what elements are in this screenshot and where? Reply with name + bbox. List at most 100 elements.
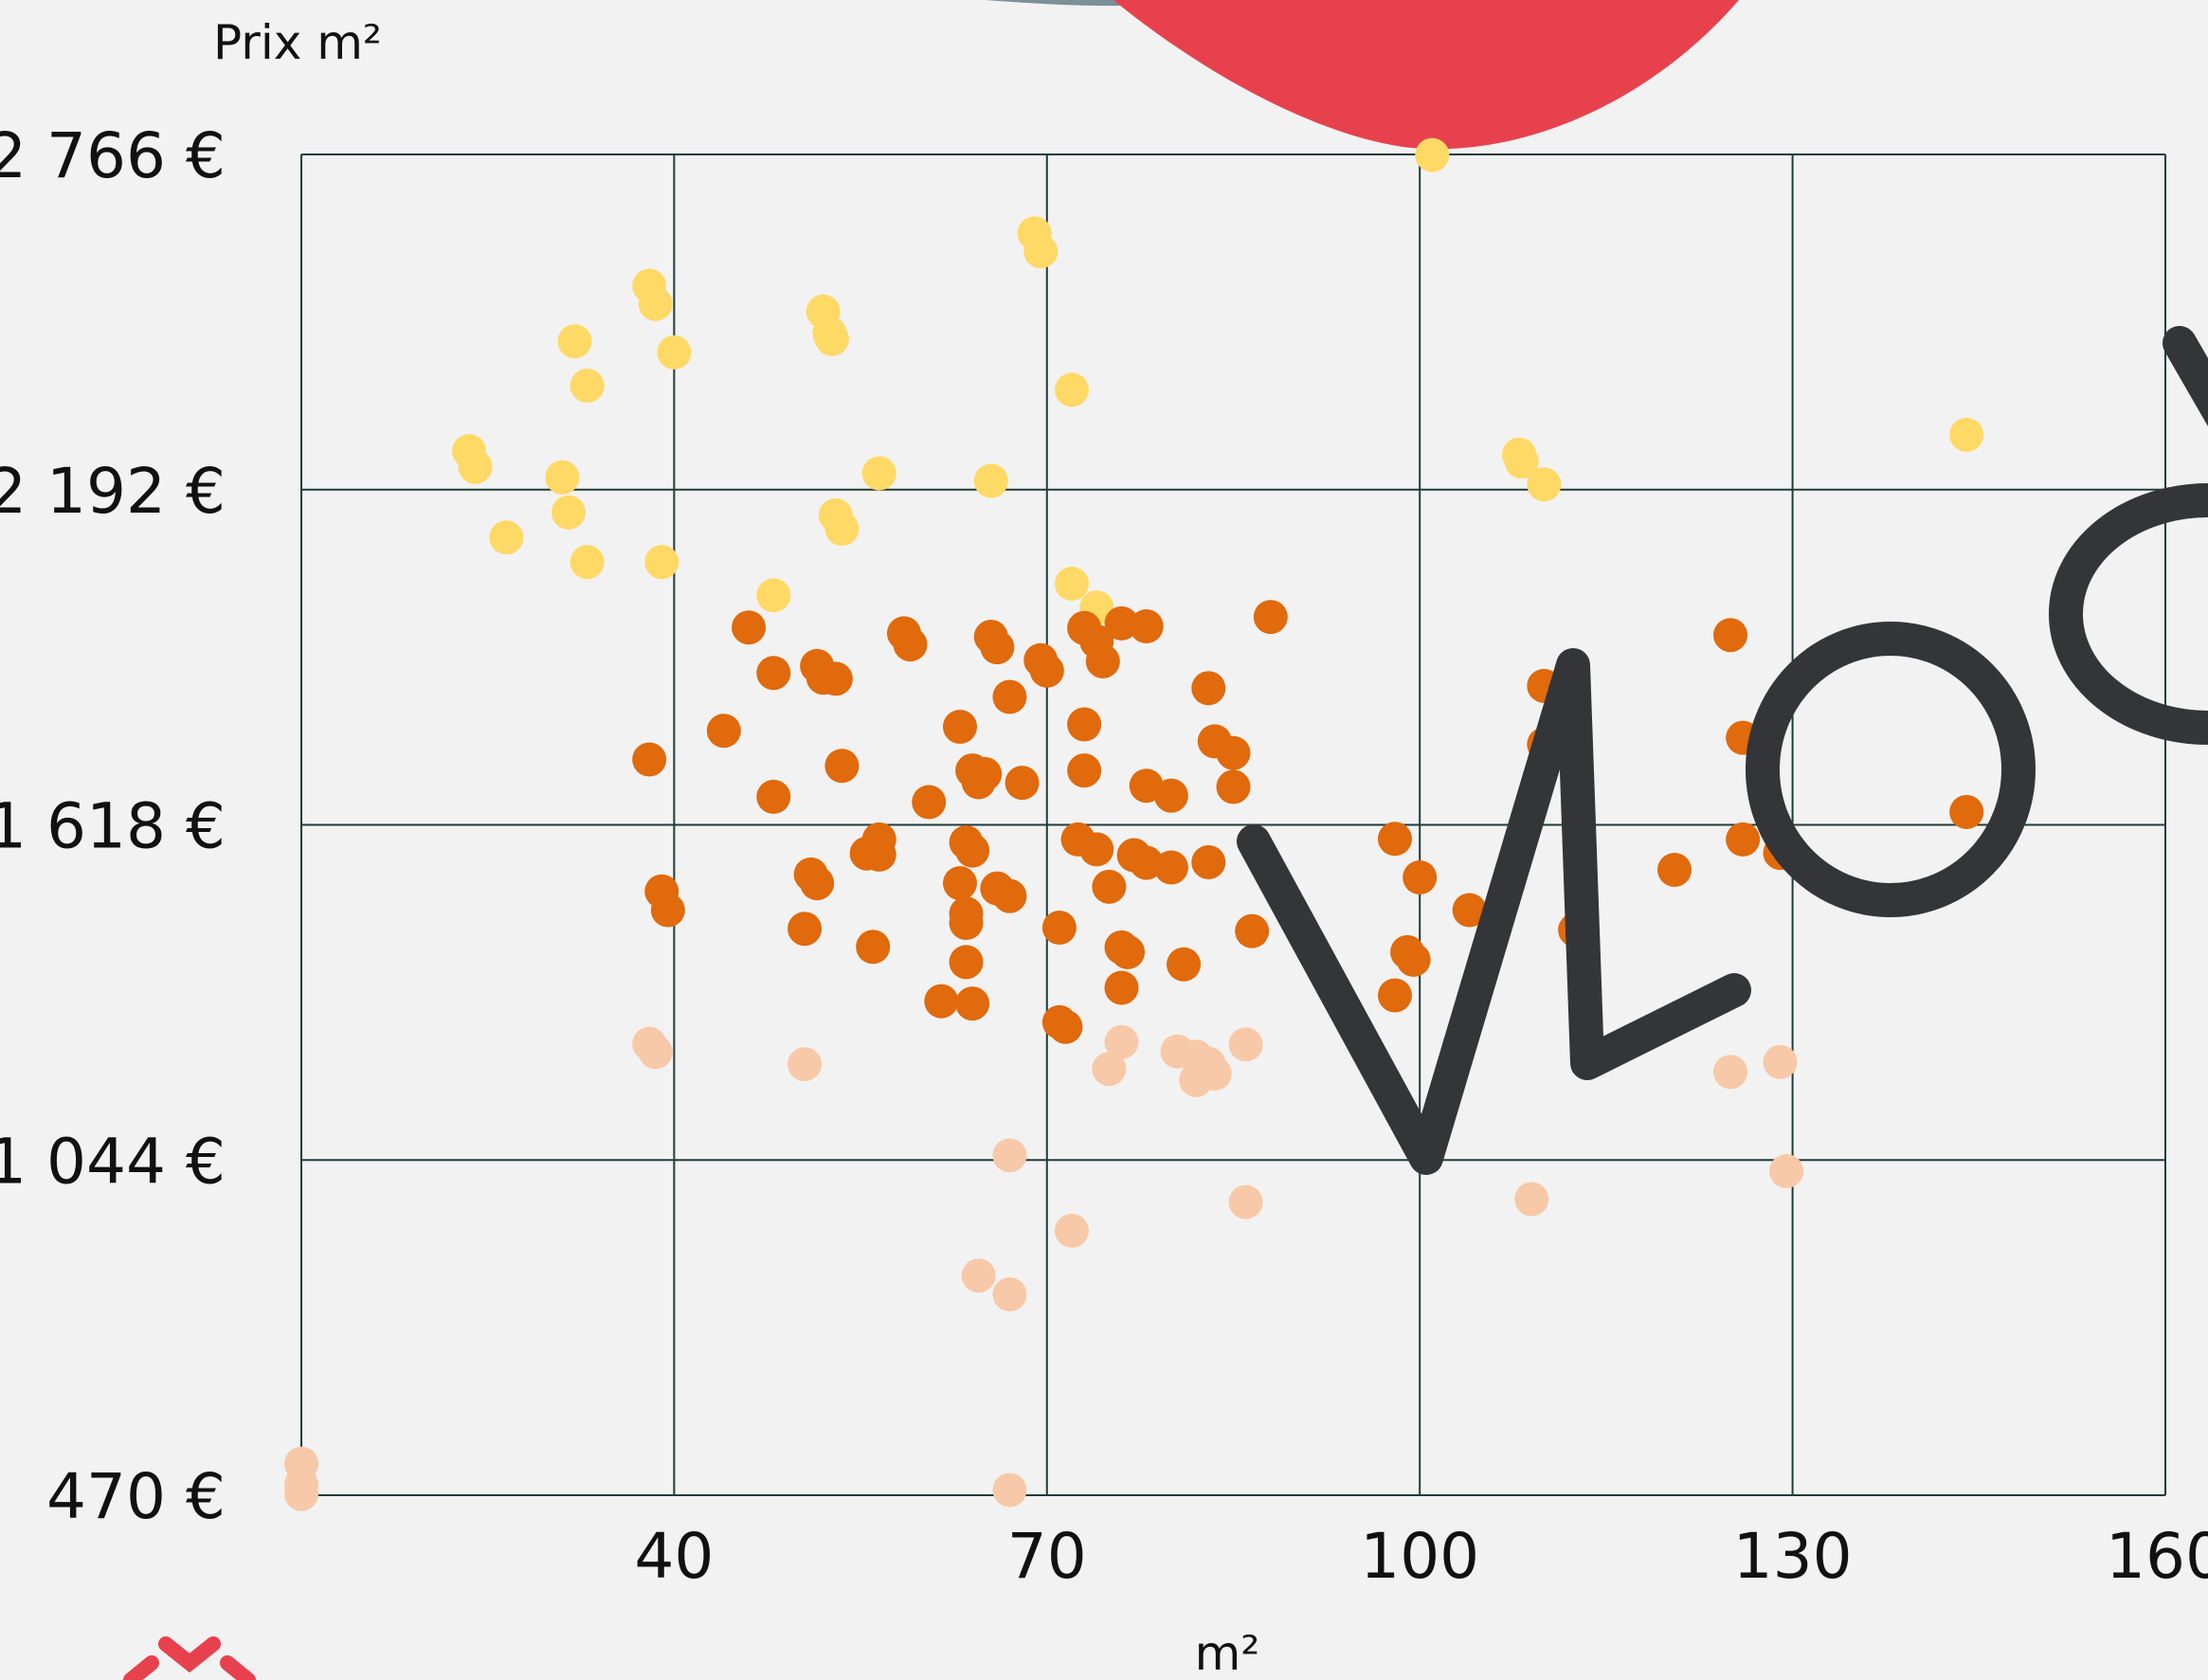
data-point xyxy=(1067,753,1102,788)
data-point xyxy=(973,463,1008,498)
data-point xyxy=(1029,653,1064,688)
data-point xyxy=(1228,1027,1263,1062)
data-point xyxy=(756,578,791,613)
data-point xyxy=(706,714,741,749)
data-point xyxy=(1527,467,1562,502)
data-point xyxy=(949,945,984,980)
x-tick-label: 100 xyxy=(1360,1520,1479,1593)
data-point xyxy=(943,709,978,744)
data-point xyxy=(1657,852,1692,887)
x-tick-label: 70 xyxy=(1007,1520,1087,1593)
data-point xyxy=(1191,844,1226,879)
data-point xyxy=(1153,850,1188,885)
x-tick-label: 40 xyxy=(634,1520,714,1593)
data-point xyxy=(943,866,978,901)
logo-letter-m xyxy=(1237,648,1751,1175)
y-tick-label: 1 044 € xyxy=(0,1125,226,1198)
data-point xyxy=(1191,671,1226,706)
data-point xyxy=(650,893,685,928)
data-point xyxy=(632,742,667,777)
logo-letter-partial xyxy=(2163,326,2208,426)
data-point xyxy=(824,512,860,547)
x-tick-labels: 40 70 100 130 160 xyxy=(634,1520,2208,1593)
data-point xyxy=(1713,1055,1748,1090)
data-point xyxy=(992,679,1027,714)
data-point xyxy=(1949,794,1984,829)
data-point xyxy=(1415,137,1450,172)
data-point xyxy=(1055,1213,1090,1248)
data-point xyxy=(992,878,1027,913)
data-point xyxy=(1104,970,1139,1005)
data-point xyxy=(284,1476,318,1511)
data-point xyxy=(1092,1052,1127,1087)
data-point xyxy=(1726,822,1761,857)
grid xyxy=(300,154,2166,1496)
data-point xyxy=(893,627,928,662)
data-point xyxy=(638,1035,673,1070)
data-point xyxy=(1067,707,1102,742)
data-point xyxy=(1216,769,1251,804)
red-shape xyxy=(1113,0,1739,150)
data-point xyxy=(1377,978,1412,1013)
data-point xyxy=(1055,566,1090,601)
data-point xyxy=(1514,1182,1549,1217)
data-point xyxy=(1504,444,1539,479)
data-point xyxy=(1216,735,1251,770)
data-point xyxy=(657,334,692,370)
x-tick-label: 130 xyxy=(1733,1520,1853,1593)
data-point xyxy=(458,449,493,484)
y-tick-label: 2 766 € xyxy=(0,119,226,192)
data-point xyxy=(1713,618,1748,653)
data-point xyxy=(1055,372,1090,407)
data-point xyxy=(912,785,947,820)
data-point xyxy=(861,456,896,491)
y-tick-label: 2 192 € xyxy=(0,455,226,528)
data-point xyxy=(1111,934,1146,969)
data-point xyxy=(1153,778,1188,813)
data-point xyxy=(570,369,605,404)
data-point xyxy=(1396,942,1431,977)
y-tick-label: 470 € xyxy=(46,1460,226,1533)
data-point xyxy=(1048,1009,1083,1044)
data-points xyxy=(284,137,1984,1511)
data-point xyxy=(861,837,896,872)
data-point xyxy=(1079,832,1114,867)
data-point xyxy=(992,1276,1027,1311)
data-point xyxy=(1085,643,1120,678)
data-point xyxy=(644,545,679,580)
data-point xyxy=(818,661,853,696)
data-point xyxy=(800,866,835,901)
data-point xyxy=(551,495,586,530)
data-point xyxy=(570,545,605,580)
watermark-logo xyxy=(1237,326,2208,1175)
data-point xyxy=(1403,859,1438,894)
data-point xyxy=(1041,910,1077,945)
y-axis-title: Prix m² xyxy=(213,15,382,70)
y-tick-label: 1 618 € xyxy=(0,790,226,863)
data-point xyxy=(992,1472,1027,1508)
data-point xyxy=(1179,1062,1214,1097)
data-point xyxy=(1104,1024,1139,1059)
data-point xyxy=(1253,600,1288,635)
data-point xyxy=(756,656,791,691)
x-tick-label: 160 xyxy=(2106,1520,2208,1593)
data-point xyxy=(1452,893,1487,928)
data-point xyxy=(961,1258,996,1293)
data-point xyxy=(732,610,767,645)
data-point xyxy=(545,460,580,495)
x-axis-title: m² xyxy=(1195,1626,1260,1680)
data-point xyxy=(1004,766,1040,801)
data-point xyxy=(557,324,592,359)
data-point xyxy=(924,984,959,1019)
data-point xyxy=(856,930,891,965)
data-point xyxy=(1167,947,1202,982)
data-point xyxy=(1235,913,1270,948)
data-point xyxy=(787,912,823,947)
data-point xyxy=(824,749,860,784)
data-point xyxy=(489,520,524,555)
data-point xyxy=(980,630,1015,665)
data-point xyxy=(1092,869,1127,904)
data-point xyxy=(1023,234,1059,269)
data-point xyxy=(961,765,996,800)
